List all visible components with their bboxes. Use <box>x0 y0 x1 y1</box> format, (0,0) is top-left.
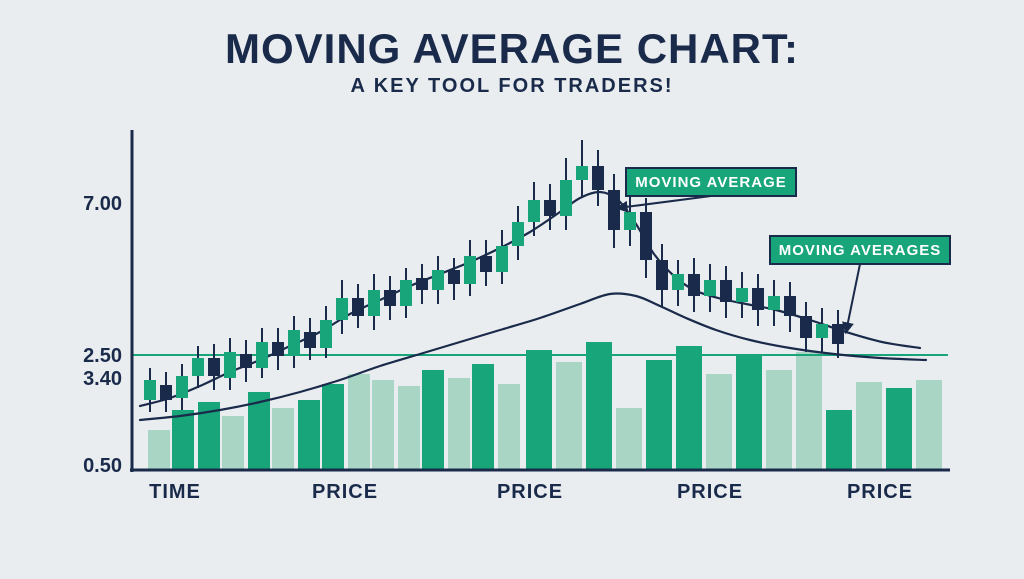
x-tick-label: PRICE <box>847 481 913 503</box>
candle-body <box>304 332 316 348</box>
candle-body <box>720 280 732 302</box>
candle-body <box>528 200 540 222</box>
moving-average-label: MOVING AVERAGE <box>618 168 796 208</box>
chart-container: 7.00 2.503.40 0.50 TIME PRICE PRICE PRICE PRICE… <box>70 120 960 540</box>
candle-body <box>160 385 172 400</box>
annotation-text: MOVING AVERAGE <box>635 174 787 191</box>
volume-bar <box>348 374 370 470</box>
candle-body <box>448 270 460 284</box>
volume-bar <box>856 382 882 470</box>
volume-bar <box>448 378 470 470</box>
page-root: MOVING AVERAGE CHART: A KEY TOOL FOR TRA… <box>0 0 1024 579</box>
volume-bar <box>796 352 822 470</box>
candle-body <box>464 256 476 284</box>
candle-body <box>416 278 428 290</box>
volume-bar <box>556 362 582 470</box>
candle-body <box>640 212 652 260</box>
volume-bar <box>398 386 420 470</box>
candle-body <box>592 166 604 190</box>
x-tick-label: PRICE <box>677 481 743 503</box>
volume-bar <box>616 408 642 470</box>
volume-bar <box>372 380 394 470</box>
volume-bar <box>322 384 344 470</box>
volume-bar <box>498 384 520 470</box>
candle-body <box>512 222 524 246</box>
candle-body <box>608 190 620 230</box>
chart-svg: 7.00 2.503.40 0.50 TIME PRICE PRICE PRICE PRICE… <box>70 120 960 540</box>
x-tick-label: PRICE <box>497 481 563 503</box>
candle-body <box>768 296 780 310</box>
annotation-text: MOVING AVERAGES <box>779 242 942 259</box>
chart-title: MOVING AVERAGE CHART: <box>0 28 1024 70</box>
volume-bar <box>272 408 294 470</box>
volume-bar <box>916 380 942 470</box>
candle-body <box>256 342 268 368</box>
volume-bar <box>736 356 762 470</box>
candle-body <box>240 354 252 368</box>
candle-body <box>656 260 668 290</box>
x-tick-label: TIME <box>149 481 201 503</box>
volume-bar <box>706 374 732 470</box>
candle-body <box>480 256 492 272</box>
volume-bar <box>422 370 444 470</box>
candle-body <box>544 200 556 216</box>
volume-bar <box>766 370 792 470</box>
candle-body <box>624 212 636 230</box>
x-tick-label: PRICE <box>312 481 378 503</box>
chart-subtitle: A KEY TOOL FOR TRADERS! <box>0 76 1024 96</box>
volume-bar <box>826 410 852 470</box>
candle-body <box>704 280 716 296</box>
candle-body <box>736 288 748 302</box>
volume-bar <box>586 342 612 470</box>
candle-body <box>752 288 764 310</box>
volume-bar <box>676 346 702 470</box>
candle-body <box>400 280 412 306</box>
volume-bar <box>646 360 672 470</box>
candle-body <box>368 290 380 316</box>
candle-body <box>208 358 220 376</box>
candle-body <box>224 352 236 378</box>
candle-body <box>800 316 812 338</box>
candle-body <box>816 324 828 338</box>
y-tick-label: 2.50 <box>83 345 122 367</box>
candle-body <box>384 290 396 306</box>
candle-body <box>352 298 364 316</box>
volume-bar <box>172 410 194 470</box>
candle-body <box>832 324 844 344</box>
candle-body <box>432 270 444 290</box>
candle-body <box>176 376 188 398</box>
volume-bar <box>886 388 912 470</box>
volume-bar <box>148 430 170 470</box>
volume-bar <box>472 364 494 470</box>
annotation-arrow <box>618 196 711 208</box>
candle-body <box>688 274 700 296</box>
candle-body <box>672 274 684 290</box>
candle-body <box>288 330 300 356</box>
volume-bar <box>298 400 320 470</box>
annotation-arrow <box>846 264 860 332</box>
candle-body <box>784 296 796 316</box>
candle-body <box>560 180 572 216</box>
candle-body <box>272 342 284 356</box>
y-tick-label: 3.40 <box>83 368 122 390</box>
candle-body <box>144 380 156 400</box>
candle-body <box>496 246 508 272</box>
moving-averages-label: MOVING AVERAGES <box>770 236 950 332</box>
volume-bar <box>526 350 552 470</box>
y-tick-label: 7.00 <box>83 193 122 215</box>
candle-body <box>576 166 588 180</box>
y-tick-label: 0.50 <box>83 455 122 477</box>
candle-body <box>192 358 204 376</box>
volume-bar <box>222 416 244 470</box>
candle-body <box>336 298 348 320</box>
candle-body <box>320 320 332 348</box>
